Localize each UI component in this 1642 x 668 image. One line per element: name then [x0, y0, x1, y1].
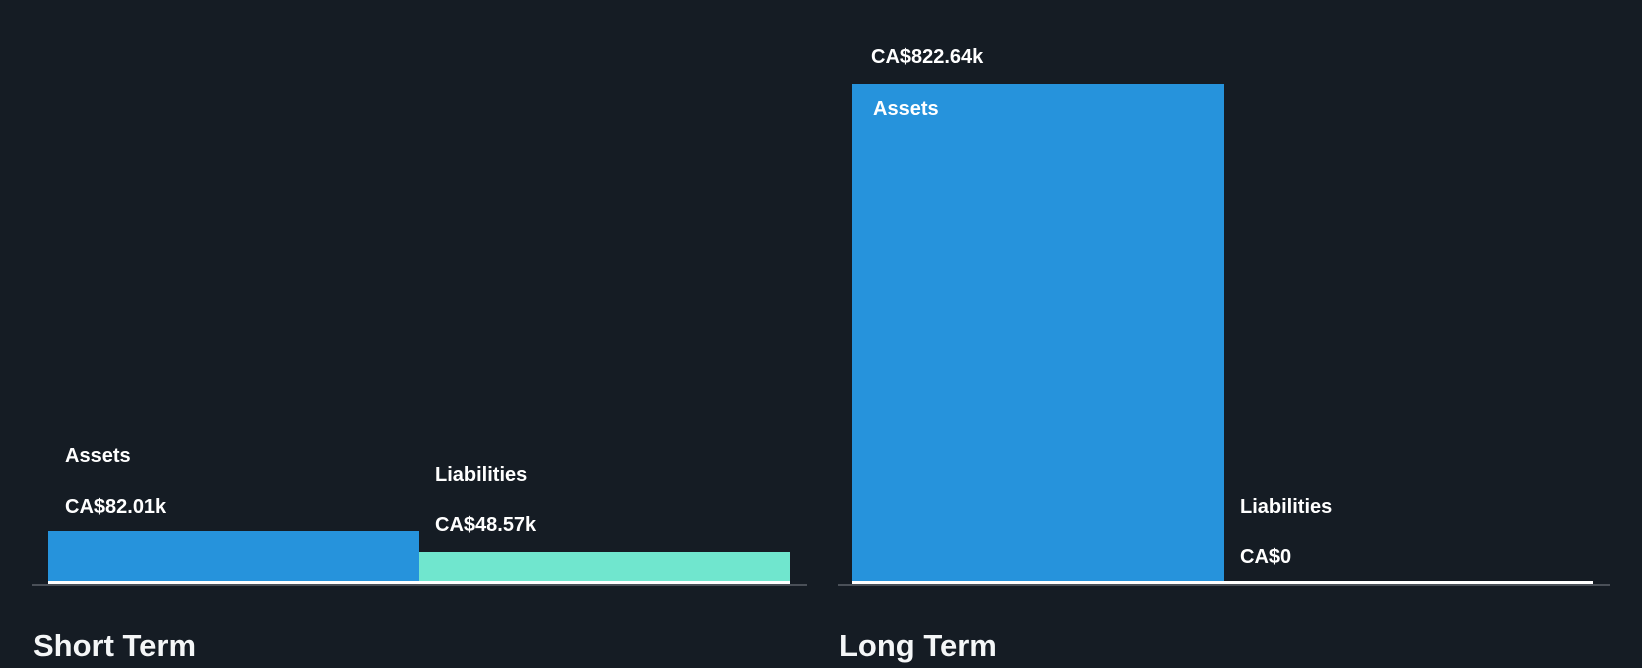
- short-term-liabilities-bar[interactable]: [419, 552, 790, 581]
- short-term-liabilities-label: Liabilities: [435, 464, 528, 486]
- short-term-axis-line: [32, 584, 807, 586]
- short-term-baseline: [48, 581, 790, 584]
- long-term-title: Long Term: [839, 627, 997, 663]
- short-term-liabilities-value: CA$48.57k: [435, 514, 537, 536]
- long-term-liabilities-value: CA$0: [1240, 546, 1292, 568]
- long-term-assets-value: CA$822.64k: [871, 46, 984, 68]
- long-term-assets-bar[interactable]: [852, 84, 1224, 581]
- short-term-assets-value: CA$82.01k: [65, 496, 167, 518]
- long-term-assets-label: Assets: [873, 98, 939, 120]
- short-term-assets-label: Assets: [65, 445, 131, 467]
- long-term-baseline: [852, 581, 1593, 584]
- short-term-assets-bar[interactable]: [48, 531, 419, 581]
- long-term-liabilities-label: Liabilities: [1240, 496, 1333, 518]
- long-term-axis-line: [838, 584, 1610, 586]
- short-term-title: Short Term: [33, 627, 197, 663]
